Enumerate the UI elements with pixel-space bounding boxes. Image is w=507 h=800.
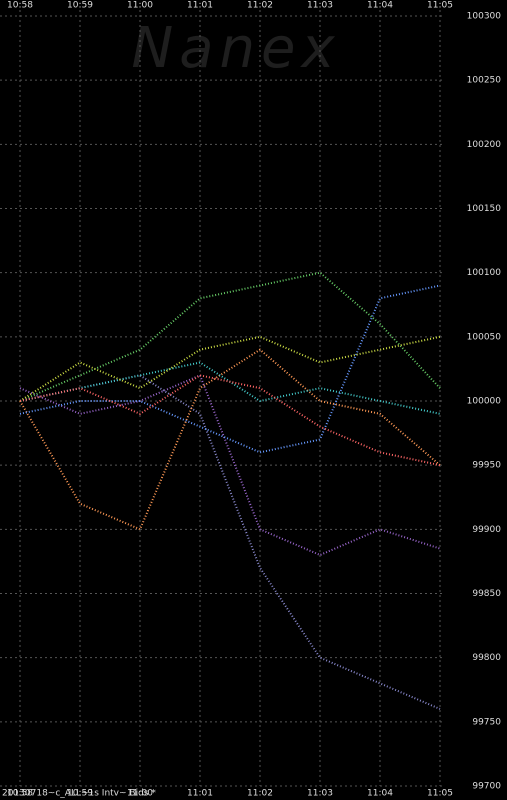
- y-tick-label: 100000: [467, 397, 502, 407]
- series-line: [19, 374, 441, 557]
- y-tick-label: 99700: [472, 782, 501, 792]
- footer-note: 20130718~c_ALL~1s Intv~ Bids *: [2, 789, 156, 799]
- series-line: [19, 374, 441, 710]
- x-tick-label: 11:00: [127, 789, 153, 799]
- y-tick-label: 99800: [472, 653, 501, 663]
- series-line: [19, 348, 441, 531]
- x-tick-label: 10:58: [7, 789, 33, 799]
- watermark: Nanex: [131, 16, 340, 81]
- x-tick-label: 11:01: [187, 789, 213, 799]
- series-line: [19, 284, 441, 454]
- y-tick-label: 99750: [472, 717, 501, 727]
- series-line: [19, 271, 441, 402]
- y-tick-label: 100300: [467, 12, 502, 22]
- x-tick-label: 11:00: [127, 1, 153, 11]
- x-tick-label: 11:02: [247, 789, 273, 799]
- x-tick-label: 11:03: [307, 789, 333, 799]
- y-tick-label: 100050: [467, 332, 502, 342]
- x-tick-label: 11:05: [427, 1, 453, 11]
- y-tick-label: 100150: [467, 204, 502, 214]
- y-tick-label: 99850: [472, 589, 501, 599]
- y-tick-label: 100100: [467, 268, 502, 278]
- x-tick-label: 11:02: [247, 1, 273, 11]
- y-tick-label: 99950: [472, 461, 501, 471]
- x-tick-label: 11:04: [367, 789, 393, 799]
- x-tick-label: 11:01: [187, 1, 213, 11]
- x-tick-label: 11:03: [307, 1, 333, 11]
- x-tick-label: 11:05: [427, 789, 453, 799]
- x-tick-label: 10:59: [67, 1, 93, 11]
- x-tick-label: 10:58: [7, 1, 33, 11]
- x-tick-label: 10:59: [67, 789, 93, 799]
- y-tick-label: 100200: [467, 140, 502, 150]
- y-tick-label: 100250: [467, 76, 502, 86]
- series-line: [19, 374, 441, 467]
- y-tick-label: 99900: [472, 525, 501, 535]
- x-tick-label: 11:04: [367, 1, 393, 11]
